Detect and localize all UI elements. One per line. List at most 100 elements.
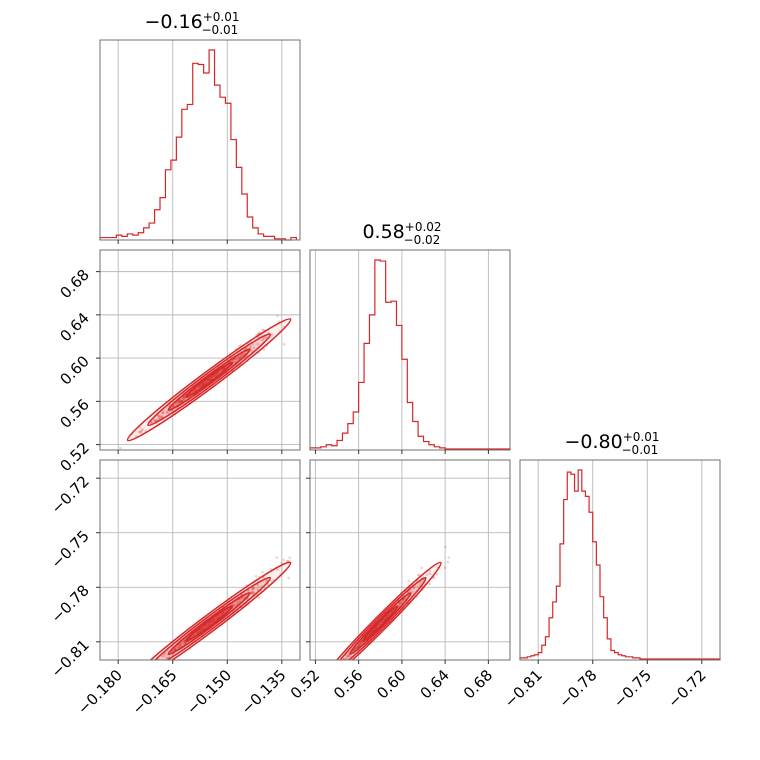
sample-point bbox=[425, 573, 429, 576]
sample-point bbox=[190, 634, 194, 638]
sample-point bbox=[378, 623, 382, 626]
sample-point bbox=[276, 568, 279, 571]
sample-point bbox=[199, 629, 203, 632]
sample-point bbox=[347, 654, 350, 657]
sample-point bbox=[377, 623, 381, 627]
sample-point bbox=[212, 374, 216, 378]
sample-point bbox=[270, 333, 274, 336]
sample-point bbox=[212, 619, 215, 623]
sample-point bbox=[262, 337, 265, 340]
sample-point bbox=[223, 366, 226, 370]
contour-level-2 bbox=[167, 348, 251, 411]
y-tick-label: −0.81 bbox=[48, 636, 93, 681]
scatter-panel-2-1 bbox=[306, 459, 511, 679]
sample-point bbox=[202, 627, 205, 630]
sample-point bbox=[218, 369, 222, 373]
sample-point bbox=[261, 328, 264, 332]
sample-point bbox=[206, 379, 210, 382]
sample-point bbox=[161, 662, 164, 665]
sample-point bbox=[210, 620, 213, 623]
sample-point bbox=[207, 621, 210, 625]
sample-point bbox=[212, 374, 215, 378]
sample-point bbox=[176, 401, 180, 404]
contour-level-3 bbox=[362, 605, 399, 642]
parameter-title-2: −0.80+0.01 −0.01 bbox=[564, 430, 659, 457]
sample-point bbox=[173, 647, 177, 650]
x-tick-label: −0.150 bbox=[183, 666, 235, 718]
sample-point bbox=[199, 628, 202, 632]
sample-point bbox=[384, 617, 387, 621]
sample-point bbox=[288, 556, 291, 559]
sample-point bbox=[181, 396, 184, 400]
sample-point bbox=[180, 641, 184, 644]
sample-point bbox=[287, 576, 291, 580]
sample-point bbox=[119, 446, 122, 450]
sample-point bbox=[412, 586, 416, 589]
sample-point bbox=[138, 674, 141, 677]
sample-point bbox=[165, 656, 168, 660]
sample-point bbox=[160, 415, 164, 419]
sample-point bbox=[205, 380, 208, 383]
sample-point bbox=[138, 676, 141, 679]
sample-point bbox=[336, 665, 339, 668]
sample-point bbox=[217, 614, 220, 618]
sample-point bbox=[252, 590, 255, 593]
sample-point bbox=[145, 669, 148, 672]
sample-point bbox=[195, 630, 199, 634]
sample-point bbox=[204, 380, 208, 384]
title-median: −0.16 bbox=[144, 11, 202, 33]
sample-point bbox=[205, 624, 209, 628]
sample-point bbox=[162, 653, 165, 656]
sample-point bbox=[356, 645, 360, 648]
sample-point bbox=[211, 619, 214, 623]
panel-frame bbox=[309, 459, 511, 661]
sample-point bbox=[411, 590, 415, 594]
sample-point bbox=[334, 668, 337, 671]
sample-point bbox=[179, 399, 183, 402]
sample-point bbox=[220, 613, 224, 616]
sample-point bbox=[232, 603, 236, 607]
sample-point bbox=[235, 602, 239, 606]
sample-point bbox=[262, 348, 266, 351]
sample-point bbox=[233, 360, 236, 364]
sample-point bbox=[212, 618, 215, 622]
y-tick-label: −0.75 bbox=[48, 527, 93, 572]
sample-point bbox=[211, 618, 214, 622]
sample-point bbox=[182, 397, 186, 401]
sample-point bbox=[407, 579, 411, 583]
sample-point bbox=[283, 342, 286, 346]
sample-point bbox=[371, 630, 375, 633]
sample-point bbox=[154, 661, 157, 664]
sample-point bbox=[215, 617, 218, 620]
x-tick-label: −0.75 bbox=[610, 666, 655, 711]
sample-point bbox=[371, 630, 375, 633]
sample-point bbox=[239, 354, 243, 357]
sample-point bbox=[329, 676, 332, 679]
sample-point bbox=[357, 643, 361, 646]
sample-point bbox=[202, 625, 205, 629]
sample-point bbox=[157, 415, 161, 418]
sample-point bbox=[375, 625, 378, 629]
sample-point bbox=[416, 585, 420, 588]
sample-point bbox=[232, 603, 236, 607]
sample-point bbox=[208, 622, 211, 625]
sample-point bbox=[138, 430, 142, 434]
sample-point bbox=[201, 627, 204, 630]
sample-point bbox=[231, 359, 235, 363]
sample-point bbox=[342, 657, 346, 660]
sample-point bbox=[162, 411, 165, 415]
sample-point bbox=[200, 627, 204, 631]
sample-point bbox=[374, 627, 377, 630]
sample-point bbox=[327, 671, 330, 674]
scatter-points bbox=[318, 545, 450, 679]
parameter-title-1: 0.58+0.02 −0.02 bbox=[362, 220, 441, 247]
histogram-panel-2: −0.80+0.01 −0.01 bbox=[519, 430, 721, 664]
sample-point bbox=[214, 372, 218, 376]
sample-point bbox=[249, 345, 252, 348]
sample-point bbox=[150, 421, 154, 425]
sample-point bbox=[155, 665, 158, 668]
x-tick-label: 0.68 bbox=[460, 666, 496, 702]
sample-point bbox=[204, 623, 208, 627]
contour-level-3 bbox=[185, 605, 234, 642]
sample-point bbox=[147, 667, 150, 670]
